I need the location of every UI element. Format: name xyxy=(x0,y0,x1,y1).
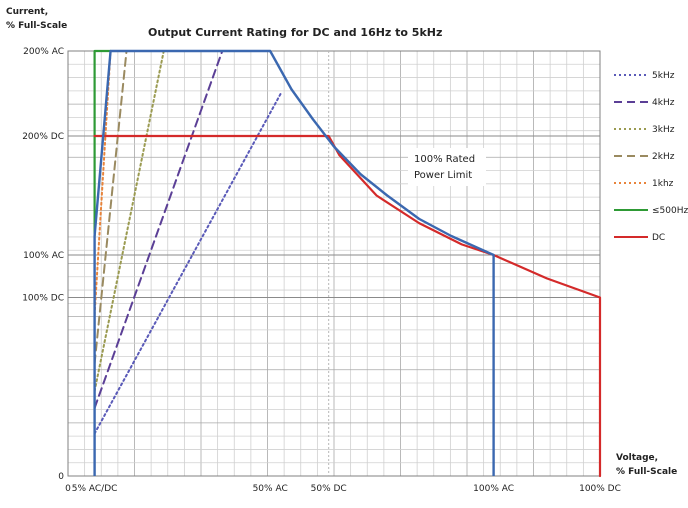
annotation-line2: Power Limit xyxy=(414,170,472,181)
limit-layer xyxy=(93,49,495,476)
x-tick-label: 50% AC xyxy=(253,484,288,494)
y-tick-label: 100% AC xyxy=(23,251,64,261)
x-tick-label: 100% DC xyxy=(579,484,621,494)
x-axis-label-line1: Voltage, xyxy=(616,453,658,463)
y-tick-label: 200% AC xyxy=(23,47,64,57)
x-axis-label-line2: % Full-Scale xyxy=(616,467,677,477)
x-tick-labels: 0 5% AC/DC 50% AC 50% DC 100% AC 100% DC xyxy=(65,484,621,494)
plot-frame xyxy=(67,50,601,477)
y-axis-label-line1: Current, xyxy=(6,7,48,17)
y-tick-label: 0 xyxy=(58,472,64,482)
series-layer xyxy=(93,49,602,478)
y-tick-label: 200% DC xyxy=(22,132,64,142)
annotation-box xyxy=(408,148,486,186)
legend-label: ≤500Hz xyxy=(652,206,688,216)
x-tick-label: 0 xyxy=(65,484,71,494)
legend-label: DC xyxy=(652,233,665,243)
chart-title: Output Current Rating for DC and 16Hz to… xyxy=(148,26,442,39)
grid xyxy=(67,50,601,477)
y-axis-label-line2: % Full-Scale xyxy=(6,21,67,31)
series-line-2khz xyxy=(93,50,128,365)
annotation-line1: 100% Rated xyxy=(414,154,475,165)
series-line-5khz xyxy=(93,92,282,435)
series-line-3khz xyxy=(93,50,165,392)
power-limit-curve xyxy=(93,49,495,476)
legend-label: 5kHz xyxy=(652,71,675,81)
series-line-500hz xyxy=(93,49,112,237)
series-line-4khz xyxy=(93,50,224,409)
legend-label: 1khz xyxy=(652,179,674,189)
x-tick-label: 100% AC xyxy=(473,484,514,494)
x-tick-label: 50% DC xyxy=(311,484,347,494)
y-tick-labels: 0 100% DC 100% AC 200% DC 200% AC xyxy=(22,47,64,482)
legend-label: 2kHz xyxy=(652,152,675,162)
plot-border xyxy=(67,50,601,477)
x-tick-label: 5% AC/DC xyxy=(72,484,118,494)
y-tick-label: 100% DC xyxy=(22,294,64,304)
legend-label: 3kHz xyxy=(652,125,675,135)
legend-label: 4kHz xyxy=(652,98,675,108)
legend: 5kHz 4kHz 3kHz 2kHz 1khz ≤500Hz DC xyxy=(614,71,688,243)
